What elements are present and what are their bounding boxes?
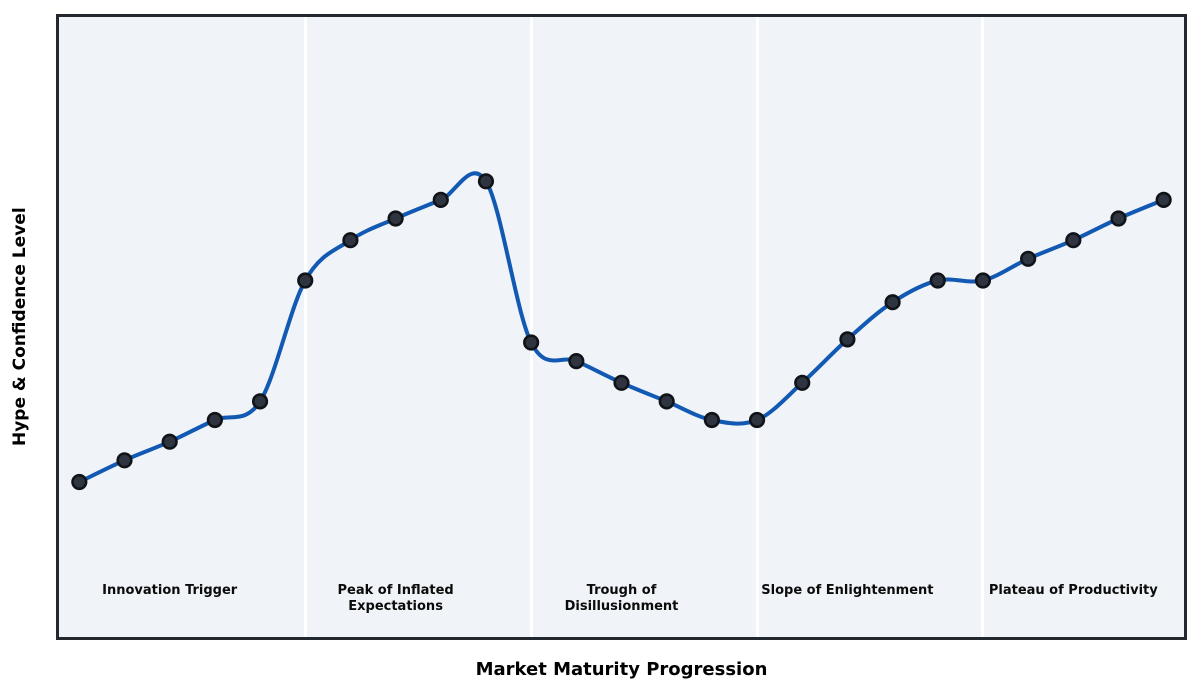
data-point-marker [477, 173, 495, 190]
data-point-marker [342, 232, 359, 249]
phase-divider [529, 17, 533, 637]
data-point-marker [568, 353, 585, 370]
data-point-marker [658, 393, 675, 410]
data-point-marker [1155, 191, 1172, 208]
phase-label: Peak of Inflated Expectations [337, 583, 454, 614]
hype-curve-svg [71, 171, 1172, 491]
data-point-marker [523, 334, 540, 351]
phase-label: Innovation Trigger [102, 583, 238, 598]
data-point-marker [251, 393, 269, 410]
data-point-marker [884, 294, 901, 311]
data-point-marker [1020, 250, 1037, 267]
data-point-marker [387, 210, 404, 227]
data-point-marker [929, 272, 946, 289]
data-point-marker [71, 473, 88, 491]
data-point-marker [703, 411, 720, 429]
data-point-marker [1065, 232, 1082, 249]
data-point-marker [432, 191, 449, 208]
data-point-marker [974, 272, 992, 289]
phase-label: Plateau of Productivity [988, 583, 1158, 598]
data-point-marker [161, 433, 178, 450]
data-point-marker [206, 411, 223, 429]
y-axis-title: Hype & Confidence Level [10, 207, 30, 447]
phase-label: Trough of Disillusionment [564, 583, 679, 614]
data-point-marker [613, 374, 630, 391]
x-axis-title: Market Maturity Progression [475, 659, 768, 680]
data-point-markers [71, 173, 1172, 491]
hype-curve-path [77, 171, 1166, 484]
data-point-marker [297, 272, 314, 289]
data-point-marker [794, 374, 811, 391]
phase-label: Slope of Enlightenment [761, 583, 934, 598]
phase-divider [981, 17, 985, 637]
data-point-marker [748, 411, 766, 429]
phase-divider [303, 17, 307, 637]
data-point-marker [839, 331, 856, 348]
plot-area: Innovation Trigger Peak of Inflated Expec… [56, 14, 1187, 640]
phase-divider [755, 17, 759, 637]
data-point-marker [1110, 210, 1127, 227]
data-point-marker [116, 452, 133, 469]
